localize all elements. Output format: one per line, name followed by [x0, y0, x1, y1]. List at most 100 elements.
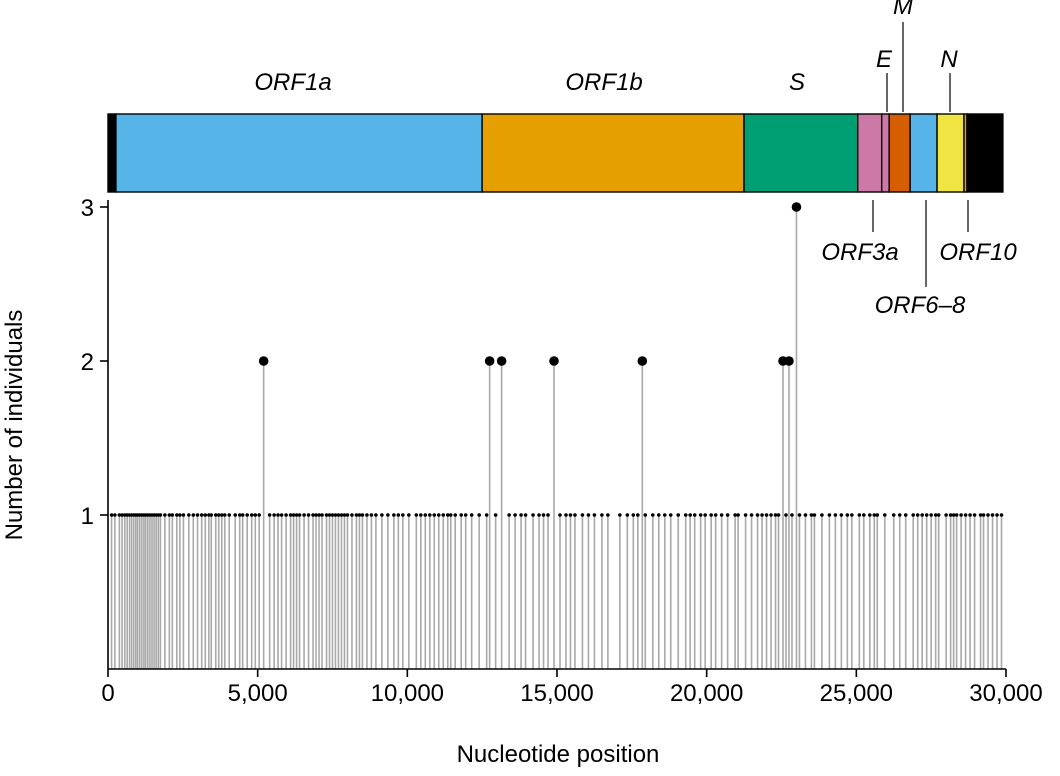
- mutation-dot: [267, 513, 272, 517]
- x-tick-label: 20,000: [670, 680, 743, 707]
- x-axis-title: Nucleotide position: [457, 741, 660, 768]
- mutation-dot: [496, 356, 507, 366]
- mutation-dot: [872, 513, 877, 517]
- mutation-dot: [419, 513, 423, 517]
- mutation-dot: [311, 513, 315, 517]
- mutation-dot: [427, 513, 432, 517]
- mutation-dot: [668, 513, 673, 517]
- mutation-dot: [769, 513, 773, 517]
- mutation-dot: [245, 513, 249, 517]
- mutation-dot: [951, 513, 956, 517]
- mutation-dot: [276, 513, 280, 517]
- genome-region: [107, 113, 117, 193]
- mutation-dot: [453, 513, 458, 517]
- mutation-dot: [219, 513, 224, 517]
- genome-region: [481, 113, 745, 193]
- mutation-dot: [484, 513, 489, 517]
- mutation-dot: [360, 513, 365, 517]
- mutation-dot: [776, 513, 781, 517]
- mutation-dot: [573, 513, 577, 517]
- mutation-dot: [117, 513, 122, 517]
- mutation-dot: [820, 513, 824, 517]
- mutation-dot: [875, 513, 880, 517]
- mutation-dot: [558, 513, 562, 517]
- mutation-dot: [357, 513, 362, 517]
- x-tick-label: 10,000: [371, 680, 444, 707]
- mutation-dot: [903, 513, 908, 517]
- mutation-dot: [445, 513, 450, 517]
- mutation-stems: [110, 207, 1003, 669]
- mutation-dot: [600, 513, 604, 517]
- x-tick-label: 5,000: [228, 680, 288, 707]
- mutation-dot: [240, 513, 245, 517]
- genome-region: [743, 113, 859, 193]
- mutation-dot: [827, 513, 832, 517]
- mutation-dot: [790, 513, 794, 517]
- mutation-dot: [999, 513, 1004, 517]
- mutation-dot: [986, 513, 990, 517]
- gene-label: ORF3a: [821, 239, 898, 266]
- mutation-dot: [549, 356, 559, 366]
- gene-label: S: [789, 69, 805, 96]
- mutation-dot: [568, 513, 573, 517]
- mutation-dot: [978, 513, 983, 517]
- mutation-dot: [306, 513, 311, 517]
- mutation-dot: [294, 513, 299, 517]
- mutation-dot: [187, 513, 191, 517]
- x-tick-label: 25,000: [820, 680, 893, 707]
- mutation-dot: [850, 513, 854, 517]
- y-tick-label: 2: [81, 349, 94, 376]
- mutation-dot: [650, 513, 655, 517]
- x-tick-label: 15,000: [520, 680, 593, 707]
- mutation-dot: [441, 513, 446, 517]
- mutation-dot: [237, 513, 242, 517]
- mutation-dot: [637, 356, 648, 366]
- mutation-dot: [897, 513, 902, 517]
- mutation-dots: [109, 202, 1004, 517]
- gene-label: ORF10: [939, 239, 1017, 266]
- mutation-dot: [683, 513, 688, 517]
- mutation-dot: [423, 513, 428, 517]
- genome-region: [909, 113, 938, 193]
- mutation-dot: [733, 513, 737, 517]
- mutation-dot: [369, 513, 374, 517]
- mutation-dot: [546, 513, 550, 517]
- mutation-dot: [743, 513, 748, 517]
- mutation-dot: [643, 513, 648, 517]
- mutation-dot: [336, 513, 341, 517]
- mutation-dot: [354, 513, 359, 517]
- genome-region: [966, 113, 1004, 193]
- mutation-dot: [233, 513, 238, 517]
- mutation-dot: [839, 513, 844, 517]
- genome-region: [936, 113, 965, 193]
- mutation-dot: [954, 513, 959, 517]
- mutation-dot: [463, 513, 468, 517]
- mutation-dot: [386, 513, 390, 517]
- mutation-dot: [342, 513, 347, 517]
- mutation-dot: [725, 513, 730, 517]
- mutation-dot: [407, 513, 411, 517]
- mutation-dot: [803, 513, 808, 517]
- mutation-dot: [920, 513, 924, 517]
- mutation-dot: [330, 513, 335, 517]
- mutation-dot: [302, 513, 306, 517]
- mutation-dot: [191, 513, 196, 517]
- mutation-dot: [284, 513, 288, 517]
- mutation-dot: [656, 513, 661, 517]
- mutation-dot: [523, 513, 528, 517]
- mutation-dot: [320, 513, 324, 517]
- mutation-dot: [448, 513, 453, 517]
- mutation-dot: [933, 513, 938, 517]
- mutation-dot: [948, 513, 953, 517]
- gene-label: E: [876, 46, 893, 73]
- mutation-dot: [882, 513, 887, 517]
- mutation-dot: [333, 513, 338, 517]
- mutation-dot: [324, 513, 329, 517]
- mutation-dot: [195, 513, 200, 517]
- mutation-dot: [968, 513, 972, 517]
- mutation-dot: [784, 513, 788, 517]
- mutation-dot: [713, 513, 718, 517]
- mutation-dot: [469, 513, 474, 517]
- mutation-dot: [990, 513, 995, 517]
